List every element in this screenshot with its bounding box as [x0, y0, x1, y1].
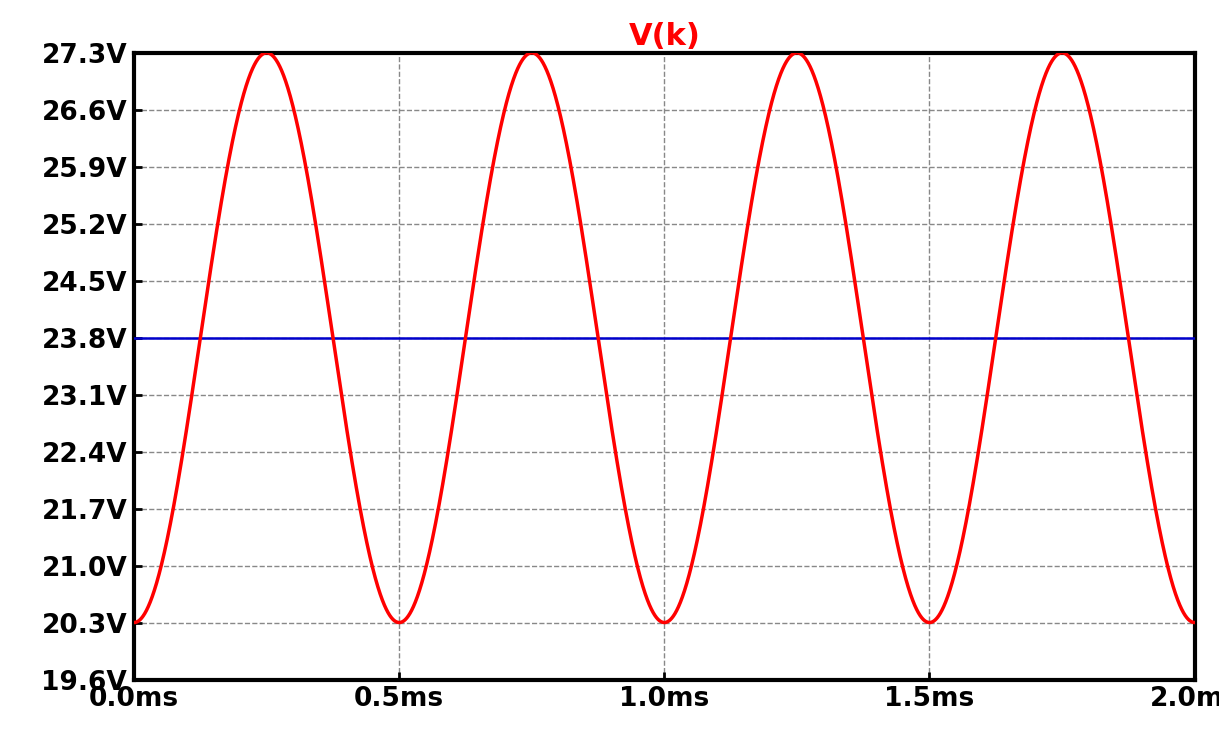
Title: V(k): V(k) — [629, 21, 700, 51]
